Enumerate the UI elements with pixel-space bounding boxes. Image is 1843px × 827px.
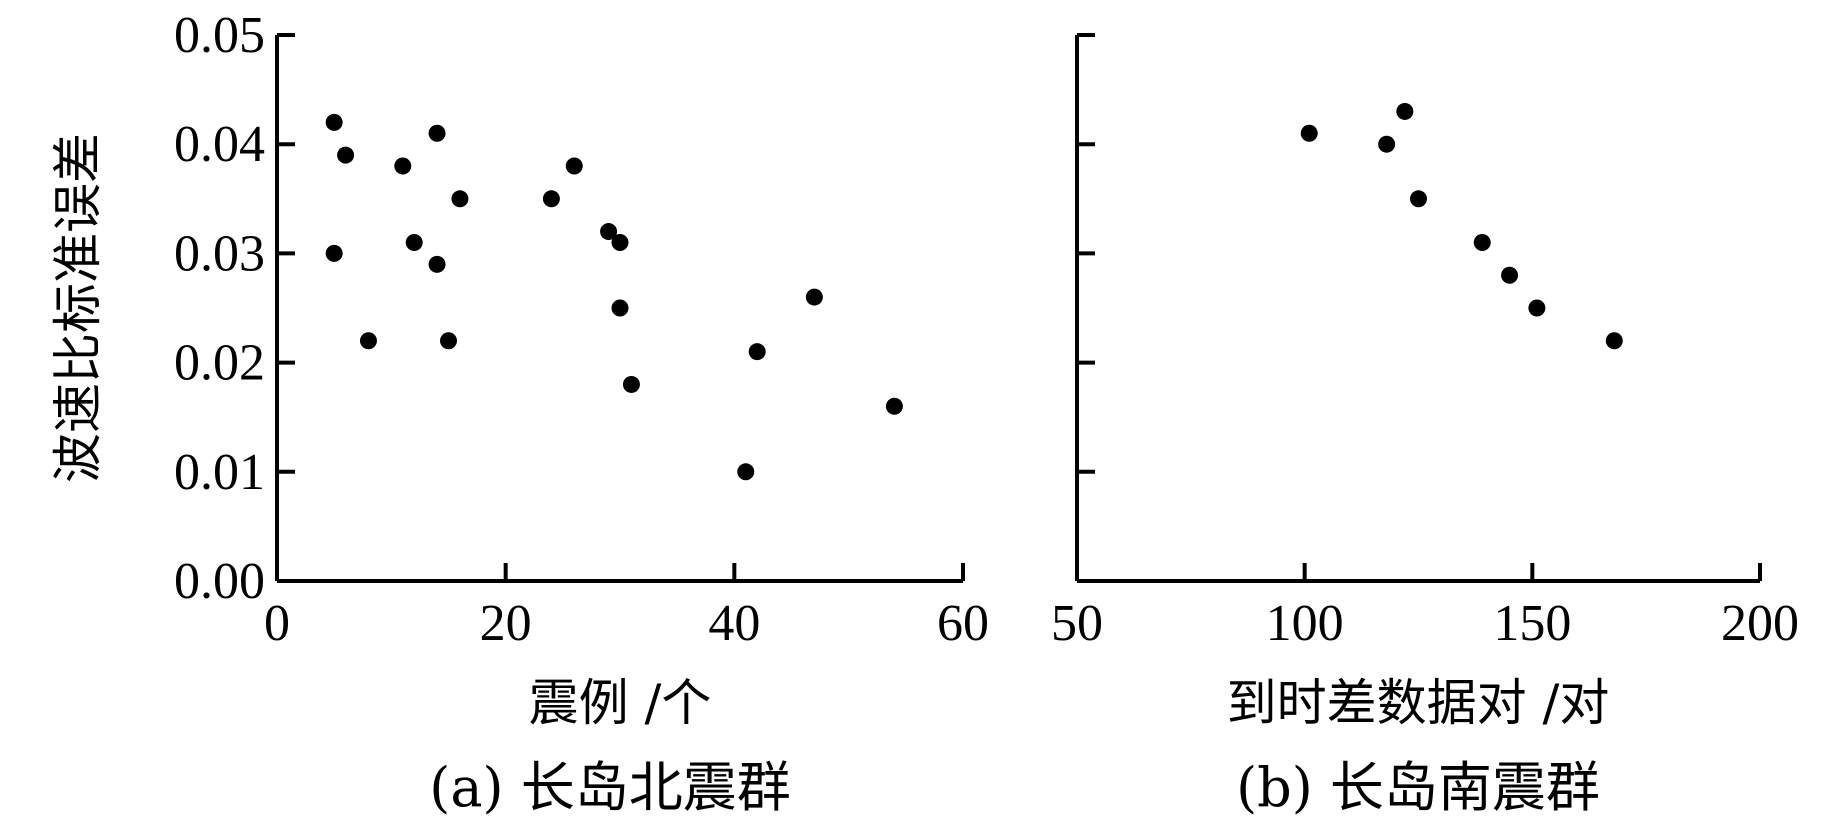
data-point-0-5	[405, 233, 423, 251]
data-point-1-0	[1300, 124, 1318, 142]
data-point-0-18	[805, 288, 823, 306]
data-point-0-2	[325, 244, 343, 262]
panel-caption: (b) 长岛南震群	[1236, 756, 1600, 819]
panel-caption: (a) 长岛北震群	[429, 756, 791, 819]
x-tick-label: 0	[264, 595, 290, 652]
y-tick-label: 0.02	[174, 335, 265, 392]
data-point-0-11	[565, 157, 583, 175]
data-point-0-3	[359, 332, 377, 350]
y-tick-label: 0.01	[174, 444, 265, 501]
x-axis-title: 震例 /个	[529, 674, 712, 732]
x-tick-label: 100	[1266, 595, 1344, 652]
data-point-1-1	[1378, 135, 1396, 153]
y-tick-label: 0.00	[174, 553, 265, 610]
x-tick-label: 50	[1051, 595, 1103, 652]
data-point-0-12	[600, 223, 618, 241]
data-point-1-3	[1410, 190, 1427, 208]
data-point-0-10	[542, 190, 560, 208]
data-point-1-6	[1528, 299, 1546, 317]
y-tick-label: 0.05	[174, 7, 265, 64]
data-point-1-4	[1473, 233, 1491, 251]
y-axis-title: 波速比标准误差	[49, 133, 107, 483]
data-point-0-0	[325, 113, 343, 131]
x-axis-title: 到时差数据对 /对	[1227, 674, 1610, 732]
data-point-0-16	[737, 463, 755, 481]
data-point-0-14	[611, 299, 629, 317]
data-point-1-7	[1605, 332, 1623, 350]
data-point-0-19	[885, 397, 903, 415]
data-point-0-7	[428, 255, 446, 273]
data-point-0-15	[622, 375, 640, 393]
data-point-1-2	[1396, 102, 1414, 120]
data-point-0-8	[440, 332, 457, 350]
x-tick-label: 40	[708, 595, 760, 652]
data-point-0-17	[748, 343, 766, 361]
data-point-0-13	[611, 233, 629, 251]
data-point-1-5	[1501, 266, 1519, 284]
x-tick-label: 200	[1721, 595, 1799, 652]
y-tick-label: 0.04	[174, 116, 265, 173]
data-point-0-1	[337, 146, 355, 164]
x-tick-label: 150	[1493, 595, 1571, 652]
x-tick-label: 60	[937, 595, 989, 652]
data-point-0-9	[451, 190, 469, 208]
data-point-0-4	[394, 157, 412, 175]
y-tick-label: 0.03	[174, 225, 265, 282]
x-tick-label: 20	[480, 595, 532, 652]
data-point-0-6	[428, 124, 446, 142]
